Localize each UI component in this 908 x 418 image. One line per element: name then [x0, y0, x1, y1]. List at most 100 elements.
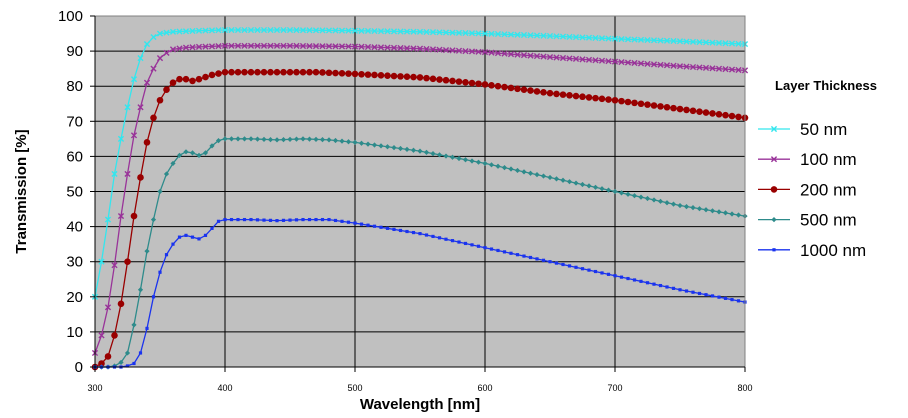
data-point — [221, 26, 229, 34]
data-point — [384, 44, 391, 51]
data-point — [670, 201, 677, 207]
data-point — [462, 48, 469, 55]
data-point — [730, 298, 734, 302]
data-point — [325, 27, 333, 34]
data-point — [118, 359, 124, 366]
data-point — [632, 278, 637, 282]
data-point — [501, 165, 508, 171]
data-point — [131, 322, 137, 328]
data-point — [247, 26, 255, 34]
data-point — [723, 296, 728, 300]
data-point — [561, 262, 565, 267]
data-point — [442, 46, 450, 54]
data-point — [247, 42, 255, 49]
data-point — [735, 66, 742, 74]
data-point — [462, 157, 469, 163]
x-tick-label: 700 — [607, 383, 622, 393]
data-point — [612, 188, 618, 195]
data-point — [254, 26, 261, 34]
data-point — [507, 31, 515, 38]
data-point — [338, 70, 346, 77]
legend-entry: 1000 nm — [758, 241, 866, 260]
data-point — [605, 187, 612, 193]
data-point — [535, 257, 539, 261]
data-point — [618, 190, 625, 196]
data-point — [704, 293, 708, 297]
data-point — [156, 96, 164, 104]
data-point — [657, 61, 664, 68]
data-point — [527, 87, 534, 94]
data-point — [496, 248, 500, 253]
data-point — [312, 27, 320, 34]
data-point — [560, 177, 566, 183]
data-point — [274, 137, 280, 143]
data-point — [267, 26, 274, 34]
data-point — [137, 174, 144, 181]
data-point — [236, 217, 240, 222]
data-point — [631, 59, 638, 67]
data-point — [176, 28, 183, 35]
data-point — [273, 68, 281, 76]
data-point — [574, 265, 578, 269]
data-point — [710, 294, 715, 298]
data-point — [528, 255, 533, 260]
data-point — [306, 136, 313, 142]
legend-entry: 200 nm — [758, 180, 857, 199]
data-point — [546, 32, 554, 40]
data-point — [294, 218, 299, 222]
data-point — [196, 152, 202, 158]
data-point — [332, 43, 339, 50]
data-point — [735, 212, 742, 218]
legend-label: 500 nm — [800, 211, 857, 230]
data-point — [150, 33, 157, 41]
legend-entry: 50 nm — [758, 120, 847, 139]
data-point — [598, 35, 606, 42]
x-tick-label: 600 — [477, 383, 492, 393]
data-point — [143, 40, 151, 48]
data-point — [338, 43, 346, 50]
data-point — [417, 148, 423, 154]
data-point — [163, 86, 170, 94]
data-point — [637, 36, 645, 43]
data-point — [260, 68, 268, 76]
data-point — [514, 85, 521, 93]
data-point — [676, 38, 684, 45]
data-point — [117, 212, 125, 220]
data-point — [390, 72, 398, 80]
data-point — [423, 45, 430, 53]
y-tick-label: 50 — [66, 184, 83, 201]
data-point — [379, 225, 383, 229]
gridlines — [95, 16, 745, 367]
data-point — [553, 54, 560, 61]
series-1000-nm — [93, 217, 747, 369]
data-point — [138, 351, 143, 355]
data-point — [443, 153, 449, 159]
data-point — [449, 77, 456, 85]
data-point — [358, 27, 365, 34]
data-point — [702, 64, 710, 71]
data-point — [624, 59, 632, 66]
legend-label: 200 nm — [800, 180, 857, 199]
x-tick-label: 400 — [217, 383, 232, 393]
data-point — [98, 258, 105, 265]
legend-marker — [770, 125, 778, 133]
data-point — [501, 83, 508, 91]
y-tick-label: 40 — [66, 219, 83, 236]
data-point — [605, 58, 612, 65]
data-point — [261, 136, 267, 142]
data-point — [98, 332, 105, 339]
data-point — [579, 181, 586, 188]
data-point — [423, 28, 430, 36]
data-point — [345, 27, 352, 34]
data-point — [572, 92, 580, 100]
data-point — [651, 197, 657, 203]
data-point — [286, 26, 294, 34]
legend-marker — [770, 186, 778, 193]
data-point — [540, 89, 547, 96]
data-point — [247, 68, 255, 76]
data-point — [144, 248, 150, 254]
data-point — [527, 52, 534, 59]
data-point — [111, 332, 118, 339]
data-point — [156, 55, 164, 62]
data-point — [353, 221, 357, 225]
